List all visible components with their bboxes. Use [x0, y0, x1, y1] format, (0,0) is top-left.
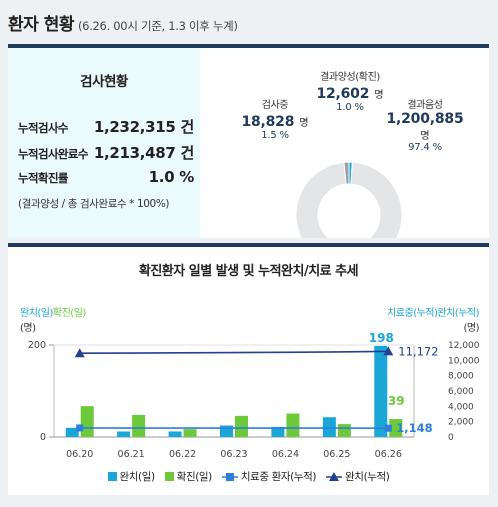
point-marker-triangle — [74, 348, 85, 358]
point-marker-triangle — [383, 346, 394, 356]
left-axis-label: 완치(일)확진(일) — [20, 304, 86, 319]
right-tick-label: 6,000 — [448, 387, 474, 397]
bar-recovered-daily — [271, 426, 285, 437]
donut-chart — [295, 161, 403, 238]
donut-seg-unit: 명 — [374, 90, 384, 101]
page-title: 환자 현황 — [8, 15, 74, 35]
donut-slice — [343, 161, 350, 185]
chart-legend: 완치(일) 확진(일) 치료중 환자(누적) 완치(누적) — [8, 469, 489, 484]
bar-confirmed-daily — [235, 415, 248, 437]
bar-recovered-daily — [168, 431, 182, 437]
x-tick-label: 06.23 — [220, 449, 247, 460]
data-label-recovered-cumulative: 11,172 — [398, 344, 438, 358]
donut-seg-label: 결과양성(확진) — [320, 72, 380, 83]
data-label-recovered-daily: 198 — [369, 331, 394, 345]
point-marker-square — [76, 424, 84, 432]
page-header: 환자 현황 (6.26. 00시 기준, 1.3 이후 누계) — [8, 10, 238, 35]
legend-swatch-line-square — [221, 472, 238, 481]
legend-label: 완치(일) — [119, 471, 156, 483]
bar-recovered-daily — [220, 425, 233, 437]
right-tick-label: 0 — [448, 433, 454, 443]
x-tick-label: 06.25 — [323, 449, 350, 460]
bar-confirmed-daily — [132, 414, 146, 437]
legend-label: 완치(누적) — [345, 471, 390, 483]
point-marker-square — [384, 424, 392, 432]
test-row-label: 누적검사수 — [18, 121, 69, 135]
donut-label-positive: 결과양성(확진) 12,602 명 1.0 % — [295, 68, 405, 113]
page-subtitle: (6.26. 00시 기준, 1.3 이후 누계) — [77, 19, 238, 33]
bar-recovered-daily — [322, 417, 336, 437]
legend-swatch-line-triangle — [326, 471, 343, 481]
test-status-panel: 검사현황 누적검사수 1,232,315 건 누적검사완료수 1,213,487… — [8, 48, 200, 238]
donut-seg-pct: 1.0 % — [336, 102, 364, 113]
donut-seg-unit: 명 — [420, 131, 430, 142]
bar-recovered-daily — [117, 431, 131, 437]
bar-recovered-daily — [65, 427, 79, 437]
trend-chart: 200 0 12,000 10,000 8,000 6,000 4,000 2,000 0 06.… — [28, 331, 480, 460]
donut-label-testing: 검사중 18,828 명 1.5 % — [230, 96, 320, 141]
left-tick-label: 0 — [40, 432, 46, 443]
donut-seg-value: 12,602 — [316, 86, 370, 102]
left-axis-label-confirmed: 확진(일) — [52, 308, 86, 319]
donut-label-negative: 결과음성 1,200,885 명 97.4 % — [380, 96, 470, 153]
donut-seg-label: 검사중 — [261, 100, 289, 111]
donut-slice — [295, 161, 403, 238]
test-row-total: 누적검사수 1,232,315 건 — [18, 116, 194, 137]
right-tick-label: 2,000 — [448, 418, 474, 428]
test-row-completed: 누적검사완료수 1,213,487 건 — [18, 142, 194, 163]
bar-confirmed-daily — [183, 429, 197, 437]
test-row-value: 1,232,315 건 — [93, 118, 194, 136]
legend-swatch-bar — [164, 472, 174, 481]
legend-label: 치료중 환자(누적) — [240, 471, 317, 483]
test-row-rate: 누적확진률 1.0 % — [18, 168, 194, 186]
bar-confirmed-daily — [389, 419, 403, 437]
left-tick-label: 200 — [28, 340, 46, 351]
right-tick-label: 12,000 — [448, 341, 480, 351]
x-tick-label: 06.20 — [66, 449, 93, 460]
test-row-value: 1.0 % — [148, 168, 195, 186]
data-label-confirmed-daily: 39 — [388, 394, 405, 408]
right-tick-label: 10,000 — [448, 356, 480, 366]
data-label-treating-cumulative: 1,148 — [396, 421, 432, 435]
left-axis-label-recovered: 완치(일) — [20, 308, 53, 319]
test-status-title: 검사현황 — [80, 74, 128, 90]
bar-confirmed-daily — [286, 413, 300, 437]
bar-confirmed-daily — [337, 424, 351, 437]
legend-swatch-bar — [107, 472, 117, 481]
donut-seg-value: 18,828 — [241, 114, 295, 130]
bar-recovered-daily — [374, 345, 388, 437]
x-tick-label: 06.24 — [272, 449, 299, 460]
legend-item-confirmed-daily[interactable]: 확진(일) — [164, 469, 213, 484]
legend-label: 확진(일) — [176, 471, 213, 483]
donut-seg-label: 결과음성 — [407, 100, 443, 111]
test-row-label: 누적검사완료수 — [18, 147, 88, 161]
right-axis-unit: (명) — [463, 323, 479, 334]
x-tick-label: 06.21 — [118, 449, 145, 460]
donut-seg-value: 1,200,885 — [386, 111, 464, 127]
right-tick-label: 4,000 — [448, 402, 474, 412]
right-tick-label: 8,000 — [448, 372, 474, 382]
test-row-value: 1,213,487 건 — [93, 144, 194, 162]
status-card: 검사현황 누적검사수 1,232,315 건 누적검사완료수 1,213,487… — [8, 44, 489, 238]
legend-item-recovered-daily[interactable]: 완치(일) — [107, 469, 156, 484]
line-recovered-cumulative — [79, 350, 389, 355]
donut-seg-unit: 명 — [299, 118, 309, 129]
donut-seg-pct: 97.4 % — [408, 142, 442, 153]
test-rate-note: (결과양성 / 총 검사완료수 * 100%) — [18, 198, 170, 210]
x-tick-label: 06.22 — [169, 449, 196, 460]
test-row-label: 누적확진률 — [18, 171, 69, 185]
donut-area: 결과양성(확진) 12,602 명 1.0 % 검사중 18,828 명 1.5… — [200, 48, 489, 238]
right-axis-label: 치료중(누적)완치(누적) — [387, 308, 479, 319]
bar-confirmed-daily — [80, 406, 94, 437]
legend-item-treating-cumulative[interactable]: 치료중 환자(누적) — [221, 469, 317, 484]
chart-title: 확진환자 일별 발생 및 누적완치/치료 추세 — [138, 264, 359, 279]
legend-item-recovered-cumulative[interactable]: 완치(누적) — [326, 469, 390, 484]
x-tick-label: 06.26 — [375, 449, 402, 460]
trend-card: 확진환자 일별 발생 및 누적완치/치료 추세 완치(일)확진(일) (명) 치… — [8, 243, 489, 495]
left-axis-unit: (명) — [20, 323, 36, 334]
donut-seg-pct: 1.5 % — [261, 130, 289, 141]
